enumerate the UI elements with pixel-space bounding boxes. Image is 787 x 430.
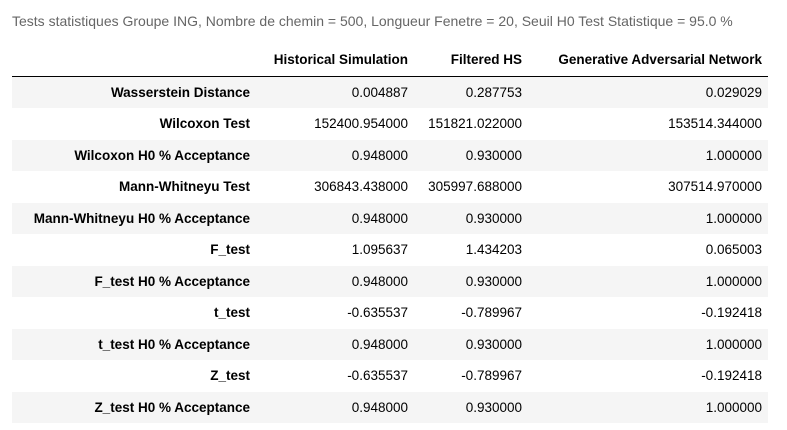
- table-cell: -0.192418: [701, 305, 762, 321]
- table-row: t_test H0 % Acceptance 0.948000 0.930000 1.…: [12, 328, 768, 360]
- table-caption: Tests statistiques Groupe ING, Nombre de…: [12, 13, 733, 29]
- table-row: Wilcoxon H0 % Acceptance 0.948000 0.930000…: [12, 139, 768, 171]
- table-cell: 1.000000: [705, 336, 762, 352]
- table-cell: 305997.688000: [428, 179, 522, 195]
- row-label: Mann-Whitneyu H0 % Acceptance: [33, 210, 250, 226]
- table-body: Wasserstein Distance 0.004887 0.287753 0.02…: [12, 76, 768, 423]
- statistics-table: Historical Simulation Filtered HS Genera…: [12, 44, 768, 423]
- row-label: Z_test: [210, 368, 250, 384]
- table-cell: 0.029029: [705, 84, 762, 100]
- table-cell: 0.930000: [465, 273, 522, 289]
- row-label: Mann-Whitneyu Test: [119, 179, 250, 195]
- table-row: Mann-Whitneyu H0 % Acceptance 0.948000 0.9…: [12, 202, 768, 234]
- table-row: Wilcoxon Test 152400.954000 151821.022000 1…: [12, 108, 768, 140]
- table-row: Z_test -0.635537 -0.789967 -0.192418: [12, 360, 768, 392]
- table-cell: 0.948000: [351, 210, 408, 226]
- row-label: Wasserstein Distance: [110, 84, 250, 100]
- table-cell: 0.004887: [351, 84, 408, 100]
- table-cell: 1.000000: [705, 399, 762, 415]
- table-cell: 151821.022000: [428, 116, 522, 132]
- row-label: t_test H0 % Acceptance: [98, 336, 250, 352]
- table-row: Z_test H0 % Acceptance 0.948000 0.930000 1.…: [12, 391, 768, 423]
- header-row: Historical Simulation Filtered HS Genera…: [12, 44, 768, 77]
- table-cell: -0.789967: [461, 368, 522, 384]
- table-cell: 1.000000: [705, 273, 762, 289]
- table-cell: 0.930000: [465, 336, 522, 352]
- column-header-historical-simulation: Historical Simulation: [256, 44, 414, 77]
- table-cell: 0.948000: [351, 273, 408, 289]
- row-label: F_test H0 % Acceptance: [94, 273, 250, 289]
- table-cell: -0.192418: [701, 368, 762, 384]
- table-cell: 1.000000: [705, 147, 762, 163]
- table-cell: -0.789967: [461, 305, 522, 321]
- table-cell: 0.930000: [465, 147, 522, 163]
- table-cell: 0.287753: [465, 84, 522, 100]
- table-cell: 0.948000: [351, 399, 408, 415]
- column-header-gan: Generative Adversarial Network: [528, 44, 768, 77]
- table-cell: 0.065003: [705, 242, 762, 258]
- table-cell: 0.930000: [465, 210, 522, 226]
- index-header: [12, 44, 256, 77]
- table-cell: 306843.438000: [314, 179, 408, 195]
- table-cell: 0.948000: [351, 147, 408, 163]
- table-cell: 1.095637: [351, 242, 408, 258]
- table-cell: -0.635537: [347, 305, 408, 321]
- row-label: t_test: [213, 305, 250, 321]
- row-label: Wilcoxon Test: [159, 116, 250, 132]
- table-cell: 153514.344000: [668, 116, 762, 132]
- row-label: Z_test H0 % Acceptance: [94, 399, 250, 415]
- column-header-filtered-hs: Filtered HS: [414, 44, 528, 77]
- table-cell: 307514.970000: [668, 179, 762, 195]
- table-row: F_test 1.095637 1.434203 0.065003: [12, 234, 768, 266]
- table-cell: 152400.954000: [314, 116, 408, 132]
- table-cell: 1.000000: [705, 210, 762, 226]
- table-header: Historical Simulation Filtered HS Genera…: [12, 44, 768, 77]
- table-cell: 0.930000: [465, 399, 522, 415]
- table-row: Mann-Whitneyu Test 306843.438000 305997.68…: [12, 171, 768, 203]
- table-row: Wasserstein Distance 0.004887 0.287753 0.02…: [12, 76, 768, 108]
- table-row: F_test H0 % Acceptance 0.948000 0.930000 1.…: [12, 265, 768, 297]
- row-label: F_test: [210, 242, 250, 258]
- row-label: Wilcoxon H0 % Acceptance: [74, 147, 250, 163]
- table-cell: 0.948000: [351, 336, 408, 352]
- table-cell: 1.434203: [465, 242, 522, 258]
- table-cell: -0.635537: [347, 368, 408, 384]
- table-row: t_test -0.635537 -0.789967 -0.192418: [12, 297, 768, 329]
